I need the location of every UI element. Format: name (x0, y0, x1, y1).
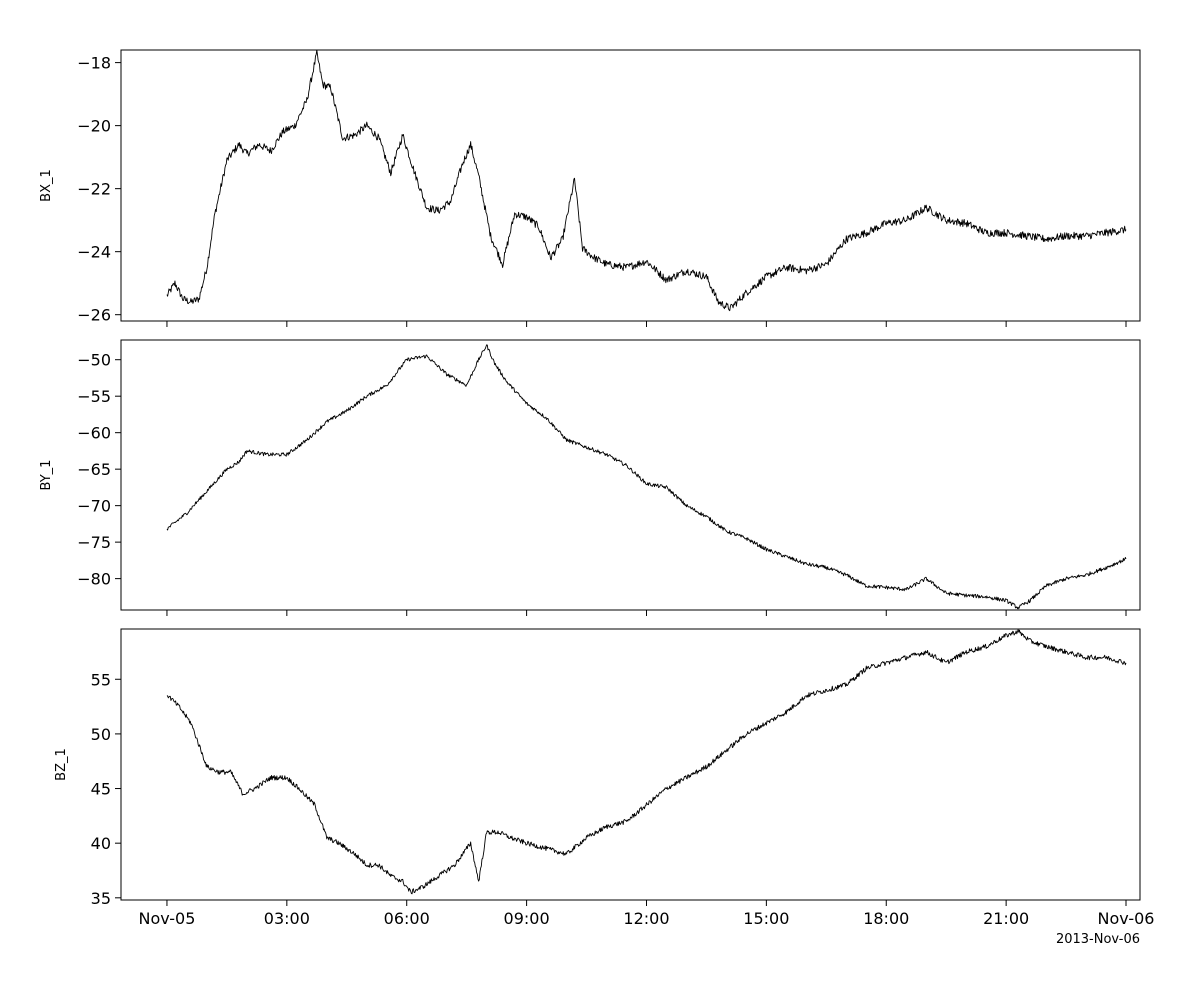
panels: −26 −24 −22 −20 −18 BX_1 −80 −75 −70 −65 −60 −55 −50… (39, 49, 1141, 908)
y-axis-label: BX_1 (39, 169, 54, 202)
x-tick-label: 06:00 (384, 909, 430, 928)
x-tick-label: Nov-06 (1098, 909, 1155, 928)
y-tick-label: −70 (77, 497, 111, 516)
y-tick-label: −24 (77, 243, 111, 262)
panel-bz-1: 35 40 45 50 55 BZ_1 (54, 628, 1141, 908)
y-tick-label: −26 (77, 306, 111, 325)
y-tick-label: −50 (77, 351, 111, 370)
x-tick-label: Nov-05 (138, 909, 195, 928)
x-tick-label: 18:00 (863, 909, 909, 928)
y-tick-label: −60 (77, 424, 111, 443)
x-tick-label: 21:00 (983, 909, 1029, 928)
series-line-by-1 (166, 344, 1127, 610)
y-tick-label: 40 (91, 834, 111, 853)
series-line-bx-1 (166, 49, 1127, 312)
y-tick-label: −75 (77, 533, 111, 552)
x-tick-label: 03:00 (264, 909, 310, 928)
panel-by-1: −80 −75 −70 −65 −60 −55 −50 BY_1 (39, 339, 1141, 616)
series-line-bz-1 (166, 629, 1127, 895)
y-axis-label: BZ_1 (54, 748, 69, 781)
y-tick-label: 50 (91, 725, 111, 744)
date-label: 2013-Nov-06 (1056, 932, 1140, 947)
y-tick-label: 35 (91, 889, 111, 908)
y-tick-label: −20 (77, 117, 111, 136)
panel-bx-1: −26 −24 −22 −20 −18 BX_1 (39, 49, 1141, 327)
y-tick-label: −65 (77, 460, 111, 479)
y-axis-label: BY_1 (39, 460, 54, 491)
x-tick-label: 12:00 (623, 909, 669, 928)
y-tick-label: −80 (77, 570, 111, 589)
y-tick-label: 55 (91, 670, 111, 689)
plot-frame (120, 49, 1141, 322)
plot-frame (120, 339, 1141, 611)
x-tick-label: 09:00 (504, 909, 550, 928)
y-tick-label: −22 (77, 180, 111, 199)
plot-frame (120, 628, 1141, 901)
y-tick-label: −18 (77, 54, 111, 73)
x-axis: Nov-05 03:00 06:00 09:00 12:00 15:00 18:00 21:0… (138, 909, 1154, 928)
y-tick-label: 45 (91, 780, 111, 799)
y-tick-label: −55 (77, 387, 111, 406)
x-tick-label: 15:00 (743, 909, 789, 928)
